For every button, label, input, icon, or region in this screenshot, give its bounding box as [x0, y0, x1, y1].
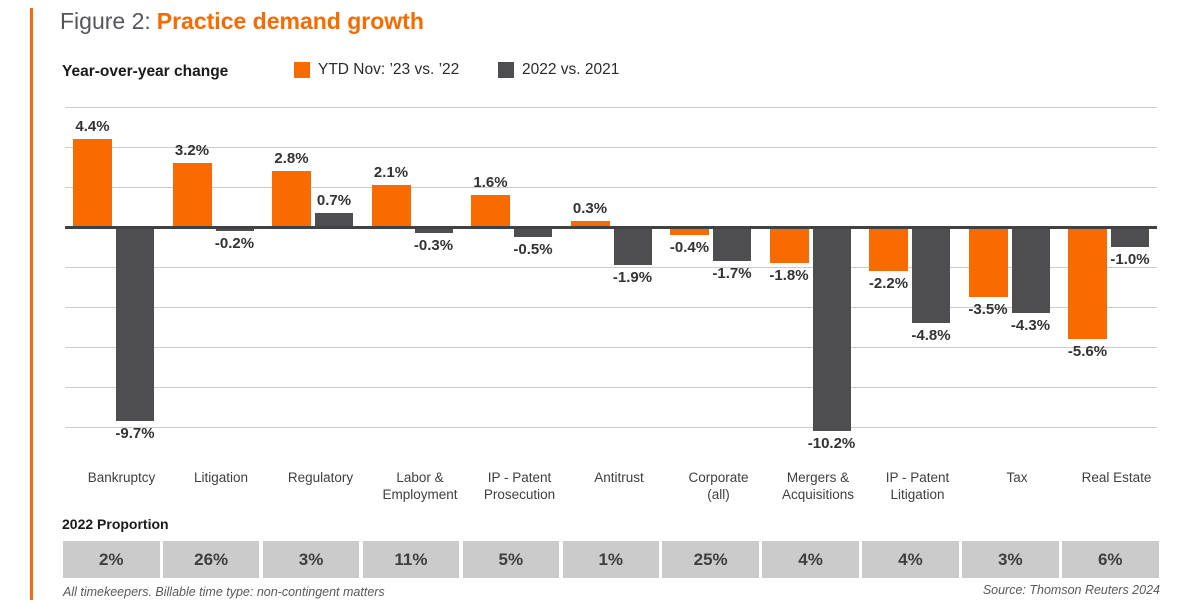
bar-prior-0	[116, 227, 154, 421]
value-label: -1.0%	[1110, 251, 1150, 268]
proportion-box: 4%	[862, 541, 959, 578]
bar-ytd-8	[869, 227, 908, 271]
value-label: -0.2%	[214, 235, 255, 252]
bar-ytd-7	[769, 227, 809, 263]
value-label: -1.7%	[712, 265, 752, 282]
value-label: -1.9%	[612, 269, 653, 286]
bar-prior-7	[812, 227, 851, 431]
bar-ytd-6	[670, 227, 709, 235]
category-label: Mergers & Acquisitions	[781, 470, 855, 502]
value-label: 2.8%	[274, 150, 309, 167]
category-label: IP - Patent Litigation	[885, 470, 950, 502]
bar-ytd-9	[968, 227, 1008, 297]
bar-prior-9	[1011, 227, 1050, 313]
gridline	[65, 427, 1157, 428]
bar-chart-plot-area: 4.4% 3.2% 2.8% 2.1% 1.6% 0.3% -0.4% -1.8% -2.2% -…	[65, 107, 1157, 452]
value-label: 0.7%	[316, 192, 352, 209]
bar-prior-3	[414, 227, 453, 233]
legend-item-ytd: YTD Nov: ’23 vs. ’22	[294, 61, 459, 79]
value-label: 2.1%	[373, 164, 409, 181]
value-label: 4.4%	[75, 118, 110, 135]
legend-swatch-orange-icon	[294, 62, 310, 78]
bar-ytd-2	[272, 171, 311, 227]
value-label: 1.6%	[473, 174, 508, 191]
proportion-box: 25%	[662, 541, 759, 578]
proportion-row: 2% 26% 3% 11% 5% 1% 25% 4% 4% 3% 6%	[0, 541, 1200, 578]
legend-item-2022: 2022 vs. 2021	[498, 61, 619, 79]
bar-ytd-4	[471, 195, 510, 227]
category-label: Corporate (all)	[688, 470, 749, 502]
bar-prior-10	[1111, 227, 1149, 247]
proportion-box: 4%	[762, 541, 859, 578]
gridline	[65, 107, 1157, 108]
value-label: -0.3%	[413, 237, 454, 254]
proportion-box: 3%	[262, 541, 360, 578]
bar-prior-4	[514, 227, 552, 237]
value-label: 3.2%	[174, 142, 210, 159]
category-label: Labor & Employment	[382, 470, 458, 502]
value-label: -0.5%	[513, 241, 553, 258]
category-label: Bankruptcy	[87, 470, 156, 485]
category-label: IP - Patent Prosecution	[483, 470, 556, 502]
bar-prior-8	[912, 227, 950, 323]
gridline	[65, 387, 1157, 388]
category-label: Real Estate	[1081, 470, 1152, 485]
figure-label: Figure 2:	[60, 8, 151, 34]
legend-label-2022: 2022 vs. 2021	[522, 61, 620, 78]
value-label: -0.4%	[669, 239, 710, 256]
bar-ytd-1	[172, 163, 212, 227]
value-label: -5.6%	[1067, 343, 1108, 360]
zero-axis-line	[65, 226, 1157, 229]
proportion-box: 1%	[562, 541, 659, 578]
footnote: All timekeepers. Billable time type: non…	[63, 585, 385, 599]
proportion-box: 6%	[1062, 541, 1159, 578]
gridline	[65, 187, 1157, 188]
bar-ytd-10	[1068, 227, 1107, 339]
value-label: -9.7%	[115, 425, 155, 442]
gridline	[65, 347, 1157, 348]
value-label: -4.8%	[911, 327, 951, 344]
value-label: -2.2%	[868, 275, 909, 292]
category-label: Litigation	[193, 470, 249, 485]
proportion-box: 3%	[962, 541, 1059, 578]
value-label: -3.5%	[968, 301, 1008, 318]
value-label: 0.3%	[572, 200, 608, 217]
bar-prior-5	[613, 227, 652, 265]
accent-bar	[30, 8, 33, 600]
value-label: -4.3%	[1010, 317, 1051, 334]
value-label: -10.2%	[807, 435, 856, 452]
figure-name: Practice demand growth	[156, 8, 424, 34]
figure-title: Figure 2: Practice demand growth	[60, 8, 424, 35]
category-label: Antitrust	[594, 470, 644, 485]
category-axis-labels: Bankruptcy Litigation Regulatory Labor & Em…	[0, 469, 1200, 509]
proportion-box: 5%	[462, 541, 560, 578]
category-label: Tax	[1006, 470, 1028, 485]
bar-ytd-3	[371, 185, 411, 227]
bar-ytd-0	[73, 139, 112, 227]
bar-prior-2	[315, 213, 353, 227]
category-label: Regulatory	[287, 470, 354, 485]
gridline	[65, 267, 1157, 268]
bar-ytd-5	[570, 221, 610, 227]
y-axis-label: Year-over-year change	[62, 63, 229, 80]
legend-swatch-gray-icon	[498, 62, 514, 78]
gridline	[65, 147, 1157, 148]
bar-prior-1	[215, 227, 254, 231]
legend: Year-over-year change YTD Nov: ’23 vs. ’…	[0, 61, 1200, 83]
gridline	[65, 307, 1157, 308]
value-label: -1.8%	[769, 267, 809, 284]
proportion-box: 11%	[362, 541, 460, 578]
proportion-section-label: 2022 Proportion	[62, 516, 169, 532]
bar-prior-6	[713, 227, 751, 261]
legend-label-ytd: YTD Nov: ’23 vs. ’22	[318, 61, 460, 78]
proportion-box: 2%	[63, 541, 160, 578]
source-attribution: Source: Thomson Reuters 2024	[982, 583, 1160, 597]
proportion-box: 26%	[162, 541, 260, 578]
